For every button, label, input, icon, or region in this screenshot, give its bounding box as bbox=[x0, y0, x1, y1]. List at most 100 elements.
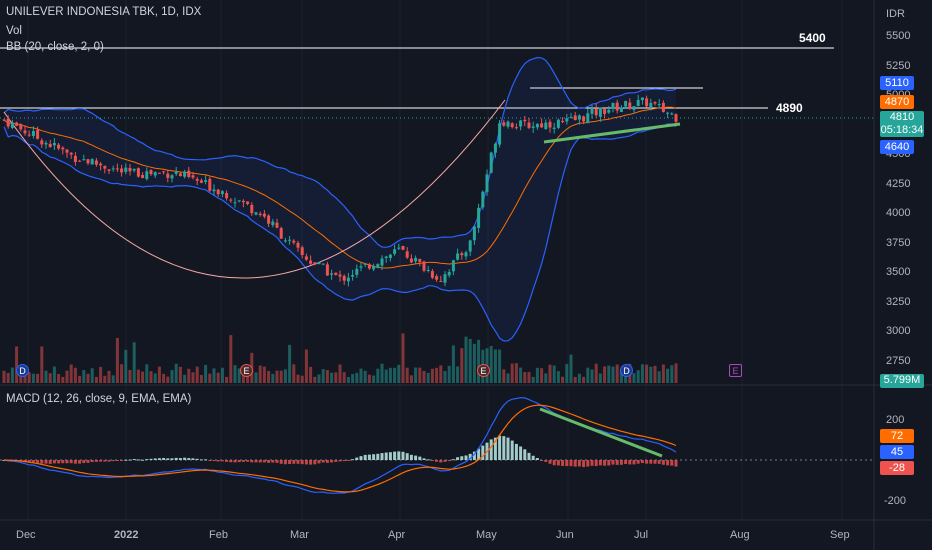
candle-body bbox=[153, 172, 157, 176]
resistance-label: 5400 bbox=[799, 31, 826, 45]
macd-histogram-bar bbox=[162, 457, 166, 460]
candle-body bbox=[128, 168, 132, 172]
macd-histogram-bar bbox=[468, 453, 472, 460]
macd-histogram-bar bbox=[586, 460, 590, 467]
time-tick: May bbox=[476, 529, 497, 541]
macd-histogram-bar bbox=[523, 449, 527, 460]
volume-bar bbox=[31, 373, 35, 383]
macd-histogram-bar bbox=[535, 458, 539, 460]
candle-body bbox=[636, 99, 640, 106]
macd-histogram-bar bbox=[325, 460, 329, 463]
volume-bar bbox=[157, 366, 161, 383]
macd-histogram-bar bbox=[489, 439, 493, 460]
macd-histogram-bar bbox=[590, 460, 594, 466]
macd-histogram-bar bbox=[40, 460, 44, 464]
volume-bar bbox=[300, 375, 304, 383]
volume-bar bbox=[598, 373, 602, 383]
candle-body bbox=[296, 242, 300, 248]
volume-bar bbox=[477, 339, 481, 383]
cup-pattern-arc[interactable] bbox=[3, 99, 506, 279]
volume-bar bbox=[489, 345, 493, 383]
bollinger-legend[interactable]: BB (20, close, 2, 0) bbox=[6, 41, 104, 53]
macd-histogram-bar bbox=[342, 460, 346, 462]
macd-legend[interactable]: MACD (12, 26, close, 9, EMA, EMA) bbox=[6, 393, 192, 405]
macd-histogram-bar bbox=[540, 460, 544, 461]
candle-body bbox=[145, 171, 149, 179]
earnings-marker[interactable]: E bbox=[729, 364, 742, 377]
macd-histogram-bar bbox=[94, 460, 98, 462]
volume-bar bbox=[632, 373, 636, 383]
candle-body bbox=[317, 262, 321, 265]
macd-histogram-bar bbox=[653, 460, 657, 464]
candle-body bbox=[258, 213, 262, 216]
macd-histogram-bar bbox=[107, 460, 111, 462]
candle-body bbox=[187, 170, 191, 177]
volume-bar bbox=[351, 374, 355, 383]
volume-bar bbox=[624, 374, 628, 383]
volume-bar bbox=[107, 370, 111, 383]
candle-body bbox=[632, 106, 636, 110]
macd-histogram-bar bbox=[65, 460, 69, 464]
volume-bar bbox=[468, 338, 472, 383]
macd-histogram-bar bbox=[359, 456, 363, 460]
price-trendline[interactable] bbox=[543, 122, 681, 144]
candle-body bbox=[615, 102, 619, 111]
volume-bar bbox=[220, 367, 224, 383]
candle-body bbox=[523, 119, 527, 122]
volume-bar bbox=[187, 368, 191, 383]
macd-histogram-bar bbox=[674, 460, 678, 467]
macd-histogram-bar bbox=[275, 460, 279, 463]
volume-bar bbox=[279, 370, 283, 383]
macd-histogram-bar bbox=[262, 460, 266, 463]
volume-bar bbox=[346, 376, 350, 383]
volume-bar bbox=[162, 373, 166, 383]
candle-body bbox=[52, 142, 56, 146]
candle-body bbox=[409, 258, 413, 263]
macd-histogram-bar bbox=[145, 459, 149, 461]
grid bbox=[27, 0, 843, 520]
candle-body bbox=[86, 159, 90, 164]
volume-bar bbox=[603, 366, 607, 383]
volume-bar bbox=[292, 364, 296, 383]
macd-histogram-bar bbox=[544, 460, 548, 462]
macd-histogram-bar bbox=[527, 452, 531, 460]
volume-bar bbox=[561, 376, 565, 383]
macd-histogram-bar bbox=[388, 452, 392, 460]
candle-body bbox=[666, 112, 670, 114]
volume-bar bbox=[317, 374, 321, 383]
dividend-marker[interactable]: D bbox=[620, 364, 633, 377]
candle-body bbox=[267, 215, 271, 224]
earnings-marker[interactable]: E bbox=[240, 364, 253, 377]
candle-body bbox=[645, 98, 649, 107]
candle-body bbox=[464, 252, 468, 257]
symbol-legend[interactable]: UNILEVER INDONESIA TBK, 1D, IDX bbox=[6, 6, 202, 18]
dividend-marker[interactable]: D bbox=[16, 364, 29, 377]
macd-histogram-bar bbox=[397, 451, 401, 460]
candle-body bbox=[19, 124, 23, 130]
earnings-marker[interactable]: E bbox=[477, 364, 490, 377]
macd-histogram-bar bbox=[384, 452, 388, 460]
volume-bar bbox=[649, 366, 653, 383]
volume-bar bbox=[493, 349, 497, 383]
candle-body bbox=[183, 171, 187, 177]
volume-bar bbox=[145, 364, 149, 383]
candle-body bbox=[624, 101, 628, 107]
candle-body bbox=[300, 247, 304, 255]
macd-histogram-bar bbox=[519, 446, 523, 460]
candle-body bbox=[132, 168, 136, 171]
candle-body bbox=[540, 123, 544, 128]
volume-legend[interactable]: Vol bbox=[6, 25, 22, 37]
volume-bar bbox=[636, 370, 640, 383]
volume-bar bbox=[594, 363, 598, 383]
macd-divergence-trendline[interactable] bbox=[539, 407, 663, 458]
time-tick: Apr bbox=[388, 529, 406, 541]
volume-bar bbox=[216, 372, 220, 383]
candle-body bbox=[649, 102, 653, 108]
price-tick: 3500 bbox=[886, 266, 911, 279]
macd-histogram-bar bbox=[405, 453, 409, 460]
volume-bar bbox=[141, 371, 145, 383]
macd-histogram-bar bbox=[598, 460, 602, 466]
macd-histogram-bar bbox=[666, 460, 670, 466]
